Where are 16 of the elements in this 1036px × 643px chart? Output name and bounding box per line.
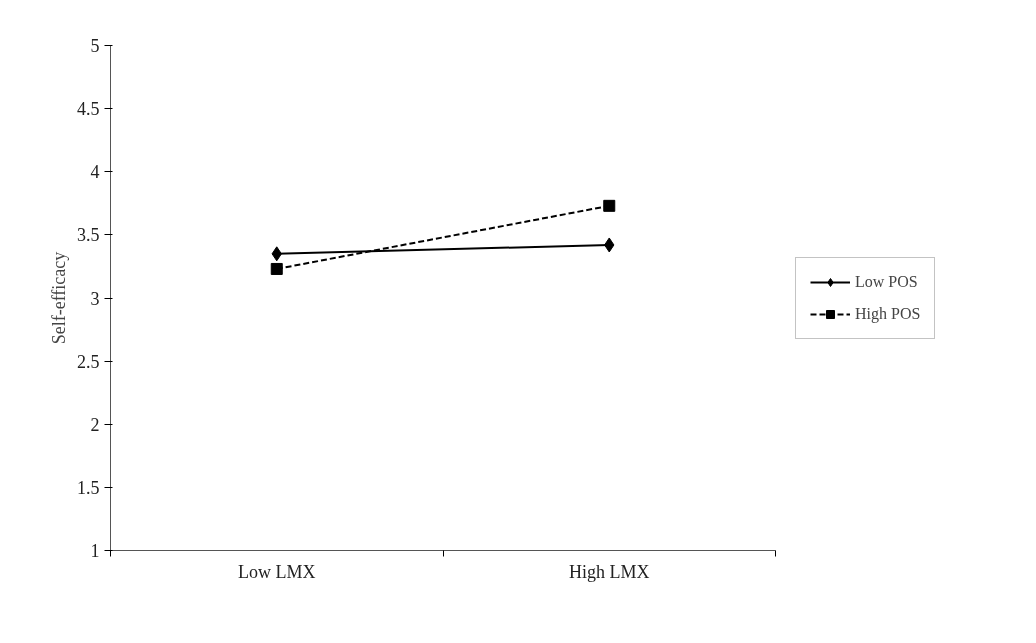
y-tick-label: 4: [90, 162, 100, 183]
y-tick-label: 2.5: [77, 351, 100, 372]
point: [603, 199, 616, 212]
x-tick-label: High LMX: [569, 561, 650, 582]
point: [270, 262, 283, 275]
y-tick-label: 2: [90, 414, 100, 435]
y-axis-title: Self-efficacy: [49, 251, 69, 345]
x-tick-label: Low LMX: [238, 561, 316, 582]
y-tick-label: 5: [90, 36, 100, 56]
legend-label: High POS: [855, 304, 921, 323]
y-tick-label: 1.5: [77, 477, 100, 498]
legend-label: Low POS: [855, 272, 918, 291]
y-tick-label: 3: [90, 288, 100, 309]
y-tick-label: 3.5: [77, 225, 100, 246]
y-tick-label: 4.5: [77, 99, 100, 120]
y-tick-label: 1: [90, 541, 100, 561]
